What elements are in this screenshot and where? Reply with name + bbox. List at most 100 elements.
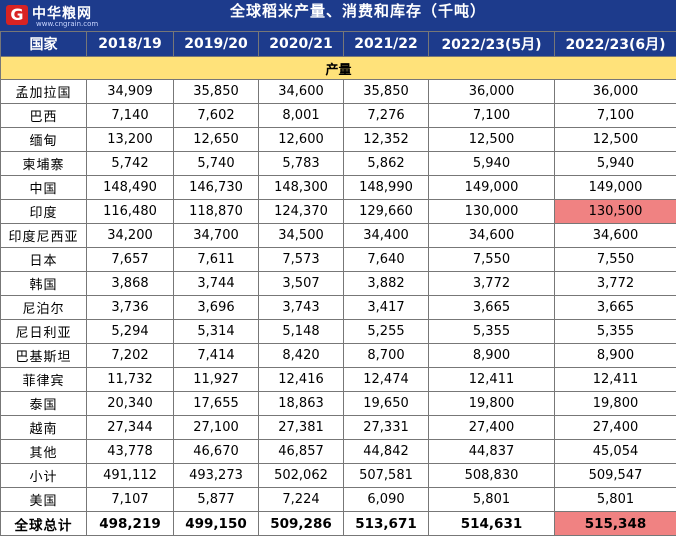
row-label: 日本: [1, 248, 87, 272]
table-cell: 12,650: [174, 128, 259, 152]
table-cell: 11,927: [174, 368, 259, 392]
table-cell: 3,868: [87, 272, 174, 296]
table-cell: 5,148: [259, 320, 344, 344]
section-label: 产量: [1, 57, 676, 80]
table-cell: 36,000: [429, 80, 555, 104]
header-row: 国家 2018/19 2019/20 2020/21 2021/22 2022/…: [1, 32, 676, 57]
table-cell: 12,411: [555, 368, 676, 392]
table-cell: 502,062: [259, 464, 344, 488]
table-cell: 507,581: [344, 464, 429, 488]
table-cell: 13,200: [87, 128, 174, 152]
table-cell: 3,772: [429, 272, 555, 296]
table-cell: 5,740: [174, 152, 259, 176]
table-cell: 19,800: [429, 392, 555, 416]
table-cell: 44,842: [344, 440, 429, 464]
table-cell: 3,665: [429, 296, 555, 320]
column-header-2022-23-jun: 2022/23(6月): [555, 32, 676, 57]
table-cell: 3,743: [259, 296, 344, 320]
table-cell: 3,882: [344, 272, 429, 296]
table-cell: 8,900: [555, 344, 676, 368]
table-cell: 44,837: [429, 440, 555, 464]
table-cell: 5,294: [87, 320, 174, 344]
table-cell: 149,000: [555, 176, 676, 200]
table-cell: 12,600: [259, 128, 344, 152]
page-title: 全球稻米产量、消费和库存（千吨）: [0, 0, 676, 31]
table-cell: 7,100: [429, 104, 555, 128]
table-cell: 7,100: [555, 104, 676, 128]
table-cell: 27,100: [174, 416, 259, 440]
table-cell: 5,314: [174, 320, 259, 344]
rice-data-table: 国家 2018/19 2019/20 2020/21 2021/22 2022/…: [0, 31, 676, 536]
table-cell: 34,500: [259, 224, 344, 248]
table-cell: 27,400: [555, 416, 676, 440]
table-cell: 12,500: [429, 128, 555, 152]
table-cell: 34,200: [87, 224, 174, 248]
column-header-2021-22: 2021/22: [344, 32, 429, 57]
table-cell: 12,416: [259, 368, 344, 392]
table-cell: 130,000: [429, 200, 555, 224]
table-cell: 5,940: [555, 152, 676, 176]
table-cell: 27,381: [259, 416, 344, 440]
table-cell: 20,340: [87, 392, 174, 416]
row-label: 孟加拉国: [1, 80, 87, 104]
column-header-country: 国家: [1, 32, 87, 57]
table-cell: 8,700: [344, 344, 429, 368]
table-cell: 5,742: [87, 152, 174, 176]
title-bar: G 中华粮网 www.cngrain.com 全球稻米产量、消费和库存（千吨）: [0, 0, 676, 31]
table-cell: 5,940: [429, 152, 555, 176]
table-cell: 491,112: [87, 464, 174, 488]
table-cell: 34,700: [174, 224, 259, 248]
total-cell: 513,671: [344, 512, 429, 536]
table-cell: 3,417: [344, 296, 429, 320]
table-cell: 146,730: [174, 176, 259, 200]
table-cell: 19,650: [344, 392, 429, 416]
table-cell: 3,744: [174, 272, 259, 296]
row-label: 巴西: [1, 104, 87, 128]
row-label: 缅甸: [1, 128, 87, 152]
table-cell: 19,800: [555, 392, 676, 416]
table-cell: 46,670: [174, 440, 259, 464]
row-label: 中国: [1, 176, 87, 200]
table-cell: 27,400: [429, 416, 555, 440]
row-label: 尼日利亚: [1, 320, 87, 344]
table-cell: 8,900: [429, 344, 555, 368]
table-cell: 7,602: [174, 104, 259, 128]
table-cell: 34,600: [259, 80, 344, 104]
table-cell: 7,276: [344, 104, 429, 128]
table-cell: 5,355: [429, 320, 555, 344]
table-cell: 7,611: [174, 248, 259, 272]
column-header-2020-21: 2020/21: [259, 32, 344, 57]
total-cell: 514,631: [429, 512, 555, 536]
table-cell: 18,863: [259, 392, 344, 416]
table-cell: 5,801: [429, 488, 555, 512]
table-cell: 11,732: [87, 368, 174, 392]
table-cell: 8,001: [259, 104, 344, 128]
table-cell: 7,640: [344, 248, 429, 272]
table-cell: 12,500: [555, 128, 676, 152]
table-cell: 35,850: [174, 80, 259, 104]
table-cell: 5,783: [259, 152, 344, 176]
table-cell: 34,600: [555, 224, 676, 248]
row-label: 美国: [1, 488, 87, 512]
table-cell: 7,550: [429, 248, 555, 272]
table-cell: 3,736: [87, 296, 174, 320]
table-cell: 3,772: [555, 272, 676, 296]
table-cell: 7,573: [259, 248, 344, 272]
table-cell: 27,344: [87, 416, 174, 440]
row-label: 菲律宾: [1, 368, 87, 392]
table-cell: 7,657: [87, 248, 174, 272]
total-cell: 515,348: [555, 512, 676, 536]
row-label: 印度尼西亚: [1, 224, 87, 248]
